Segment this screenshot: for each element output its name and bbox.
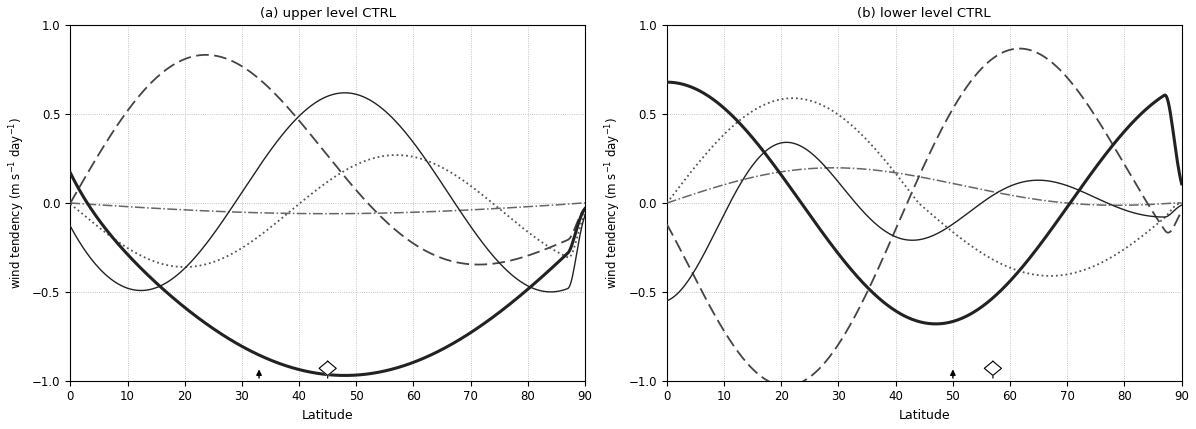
Polygon shape [984, 361, 1001, 375]
Y-axis label: wind tendency (m s$^{-1}$ day$^{-1}$): wind tendency (m s$^{-1}$ day$^{-1}$) [604, 117, 623, 289]
Polygon shape [319, 361, 336, 375]
X-axis label: Latitude: Latitude [898, 409, 950, 422]
Title: (a) upper level CTRL: (a) upper level CTRL [260, 7, 396, 20]
X-axis label: Latitude: Latitude [301, 409, 354, 422]
Y-axis label: wind tendency (m s$^{-1}$ day$^{-1}$): wind tendency (m s$^{-1}$ day$^{-1}$) [7, 117, 26, 289]
Title: (b) lower level CTRL: (b) lower level CTRL [858, 7, 991, 20]
